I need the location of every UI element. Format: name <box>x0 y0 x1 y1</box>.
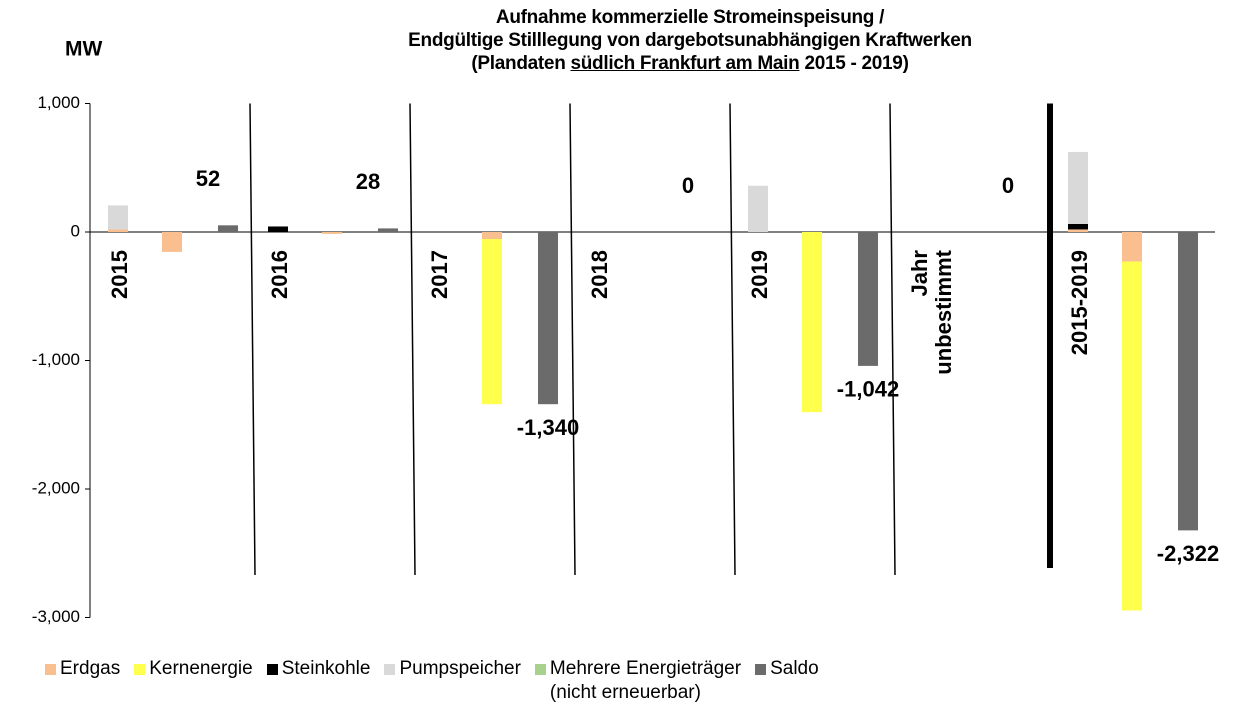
category-label: 2017 <box>427 250 452 299</box>
legend-label: Erdgas <box>60 658 121 679</box>
bar-segment <box>322 232 342 234</box>
legend-label: Pumpspeicher <box>399 658 521 679</box>
saldo-label: 0 <box>1002 173 1014 198</box>
legend-item: Erdgas <box>45 657 120 705</box>
group-separator <box>569 103 576 576</box>
title-line: Aufnahme kommerzielle Stromeinspeisung / <box>495 7 885 28</box>
group-separator <box>889 103 896 576</box>
legend-swatch <box>384 664 396 675</box>
category-label: 2019 <box>747 250 772 299</box>
legend-item: Kernenergie <box>134 657 253 705</box>
category-label: Jahr unbestimmt <box>907 250 956 375</box>
category-label: 2015 <box>107 250 132 299</box>
legend-swatch <box>534 664 546 675</box>
y-axis-label: MW <box>65 38 102 61</box>
bar-segment <box>748 185 768 232</box>
y-tick-label: -1,000 <box>32 350 80 369</box>
title-line: Endgültige Stilllegung von dargebotsunab… <box>408 30 972 51</box>
legend-swatch <box>45 664 56 675</box>
legend-label: Kernenergie <box>149 658 253 679</box>
legend-item: Saldo <box>755 657 819 705</box>
bar-segment <box>108 205 128 230</box>
y-tick-label: -2,000 <box>32 478 80 497</box>
saldo-label: 28 <box>356 169 380 194</box>
y-tick-label: -3,000 <box>32 607 80 626</box>
category-label: 2018 <box>587 250 612 299</box>
bar-segment <box>482 239 502 405</box>
legend-label: Mehrere Energieträger (nicht erneuerbar) <box>549 658 742 703</box>
saldo-bar <box>538 232 558 405</box>
legend-label: Steinkohle <box>281 658 371 679</box>
group-separator <box>409 103 416 576</box>
bar-segment <box>268 226 288 232</box>
legend-item: Mehrere Energieträger (nicht erneuerbar) <box>534 657 742 705</box>
legend-swatch <box>266 664 278 675</box>
saldo-bar <box>218 225 238 232</box>
category-label: 2016 <box>267 250 292 299</box>
bar-segment <box>1068 229 1088 232</box>
legend-swatch <box>134 664 146 675</box>
category-label: 2015-2019 <box>1067 250 1092 356</box>
bar-segment <box>1122 261 1142 611</box>
saldo-label: -1,340 <box>517 415 579 440</box>
bar-segment <box>162 232 182 252</box>
title-part: 2015 - 2019) <box>799 53 909 74</box>
saldo-label: 0 <box>682 173 694 198</box>
title-part: (Plandaten <box>471 53 571 74</box>
saldo-label: -1,042 <box>837 377 899 402</box>
bar-segment <box>1068 151 1088 224</box>
saldo-bar <box>858 232 878 366</box>
title-part: südlich Frankfurt am Main <box>570 53 800 74</box>
bar-segment <box>802 232 822 413</box>
y-tick-label: 0 <box>71 221 80 240</box>
legend-swatch <box>755 664 767 675</box>
chart-title: Aufnahme kommerzielle Stromeinspeisung /… <box>290 6 1090 75</box>
saldo-label: -2,322 <box>1157 541 1219 566</box>
bar-segment <box>1068 223 1088 230</box>
group-separator <box>729 103 736 576</box>
group-separator <box>249 103 256 576</box>
bar-segment <box>1122 232 1142 262</box>
saldo-label: 52 <box>196 166 220 191</box>
saldo-bar <box>378 228 398 232</box>
bar-segment <box>482 232 502 240</box>
legend-item: Steinkohle <box>266 657 371 705</box>
saldo-bar <box>1178 232 1198 531</box>
y-tick-label: 1,000 <box>37 93 80 112</box>
legend: Erdgas Kernenergie Steinkohle Pumpspeicher M… <box>45 657 833 705</box>
legend-item: Pumpspeicher <box>384 657 521 705</box>
legend-label: Saldo <box>770 658 819 679</box>
bar-segment <box>108 229 128 232</box>
title-line: (Plandaten südlich Frankfurt am Main 201… <box>290 52 1090 75</box>
